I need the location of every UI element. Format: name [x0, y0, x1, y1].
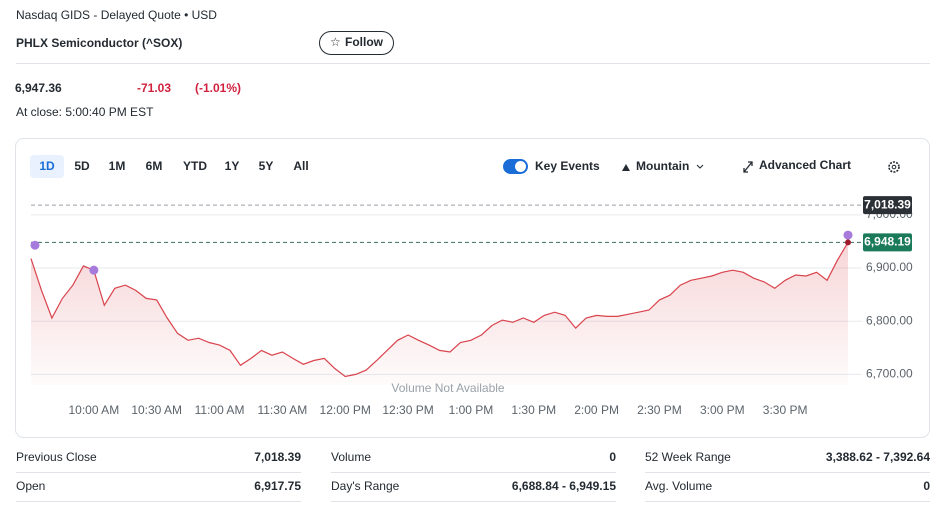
- star-icon: ☆: [330, 35, 341, 49]
- stat-value: 6,688.84 - 6,949.15: [512, 479, 616, 493]
- x-tick-label: 2:30 PM: [637, 403, 682, 417]
- last-point: [845, 239, 851, 246]
- title: PHLX Semiconductor (^SOX): [16, 36, 182, 50]
- annotation: Volume Not Available: [391, 381, 505, 395]
- y-tick-label: 6,900.00: [866, 260, 913, 274]
- range-button[interactable]: 5Y: [259, 159, 274, 173]
- stat-value: 0: [923, 479, 930, 493]
- x-tick-label: 11:00 AM: [195, 403, 245, 417]
- reference-label-box: [863, 196, 912, 215]
- stat-label: Volume: [331, 450, 371, 464]
- y-tick-label: 6,700.00: [866, 367, 913, 381]
- stat-label: Day's Range: [331, 479, 400, 493]
- reference-label-box: [863, 233, 912, 252]
- advanced-chart[interactable]: Advanced Chart: [759, 158, 851, 172]
- reference-label: 7,018.39: [864, 197, 911, 211]
- key-events[interactable]: Key Events: [535, 159, 600, 173]
- key-event[interactable]: [843, 230, 853, 240]
- stat-value: 6,917.75: [254, 479, 301, 493]
- range-button[interactable]: 1M: [109, 159, 126, 173]
- chevron: [696, 164, 704, 169]
- range-button[interactable]: 1D: [39, 159, 55, 173]
- stat-label: Open: [16, 479, 45, 493]
- reference-label: 6,948.19: [864, 235, 911, 249]
- stat-value: 7,018.39: [254, 450, 301, 464]
- range-selected: [30, 155, 64, 178]
- price-line: [30, 242, 849, 378]
- price: 6,947.36: [15, 81, 62, 95]
- x-tick-label: 12:00 PM: [320, 403, 371, 417]
- x-tick-label: 1:30 PM: [511, 403, 556, 417]
- follow-button[interactable]: [319, 31, 394, 55]
- stat-value: 0: [609, 450, 616, 464]
- x-tick-label: 10:00 AM: [68, 403, 119, 417]
- status: At close: 5:00:40 PM EST: [16, 105, 154, 119]
- toggle-knob: [515, 161, 526, 172]
- range-button[interactable]: 5D: [74, 159, 90, 173]
- stat-value: 3,388.62 - 7,392.64: [826, 450, 930, 464]
- stat-label: Previous Close: [16, 450, 97, 464]
- expand-icon: [743, 161, 753, 173]
- range-button[interactable]: 6M: [146, 159, 163, 173]
- x-tick-label: 3:00 PM: [700, 403, 745, 417]
- chart-style[interactable]: Mountain: [636, 159, 689, 173]
- x-tick-label: 1:00 PM: [449, 403, 494, 417]
- follow-label[interactable]: Follow: [345, 35, 384, 49]
- settings-icon[interactable]: [888, 161, 900, 173]
- range-button[interactable]: All: [293, 159, 308, 173]
- range-button[interactable]: YTD: [183, 159, 207, 173]
- change: -71.03: [137, 81, 171, 95]
- y-tick-label: 6,800.00: [866, 313, 913, 327]
- x-tick-label: 11:30 AM: [257, 403, 307, 417]
- stat-label: Avg. Volume: [645, 479, 712, 493]
- x-tick-label: 3:30 PM: [763, 403, 808, 417]
- x-tick-label: 12:30 PM: [382, 403, 433, 417]
- key-event[interactable]: [30, 240, 40, 250]
- stat-label: 52 Week Range: [645, 450, 731, 464]
- area: [31, 242, 848, 385]
- mountain-icon: [622, 164, 630, 171]
- source: Nasdaq GIDS - Delayed Quote • USD: [16, 8, 217, 22]
- change-percent: (-1.01%): [195, 81, 241, 95]
- key-event[interactable]: [89, 265, 99, 275]
- settings-icon-center: [891, 164, 897, 170]
- range-button[interactable]: 1Y: [225, 159, 240, 173]
- x-tick-label: 2:00 PM: [574, 403, 619, 417]
- x-tick-label: 10:30 AM: [131, 403, 182, 417]
